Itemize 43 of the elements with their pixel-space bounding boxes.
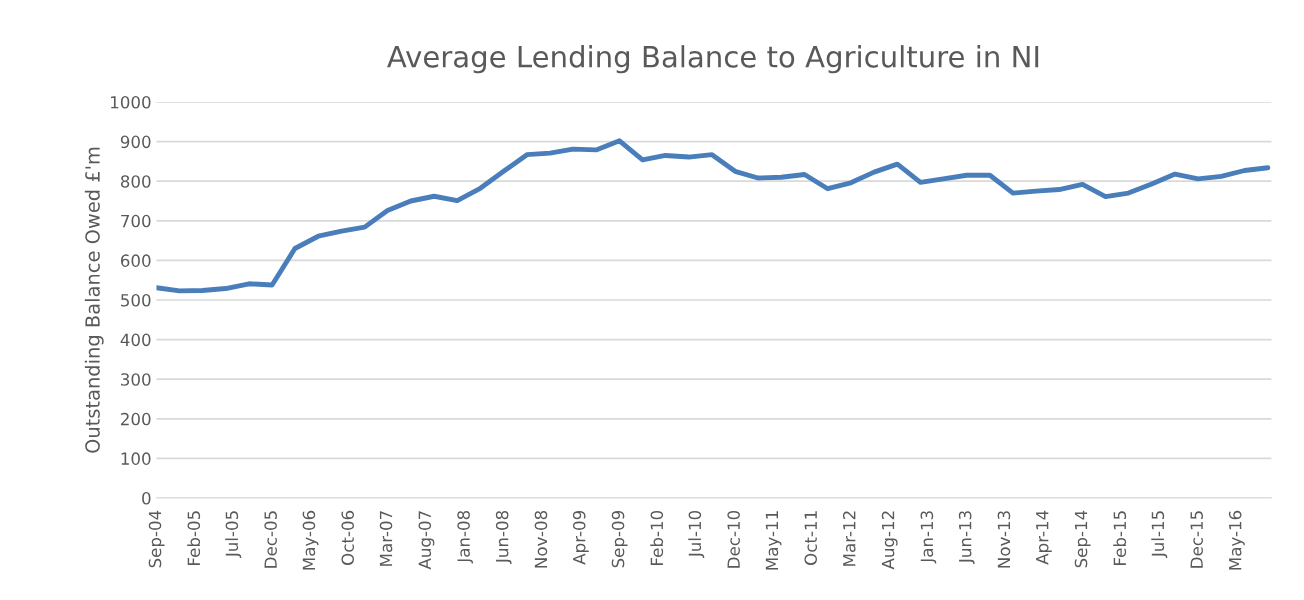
x-tick-label: Apr-14	[1036, 510, 1052, 565]
x-tick-label: Aug-07	[418, 511, 435, 570]
x-tick-label: Jul-10	[688, 510, 705, 558]
x-tick-label: May-16	[1228, 510, 1245, 570]
y-tick-label: 500	[121, 293, 151, 307]
y-tick-label: 1000	[111, 95, 151, 109]
x-tick-label: Dec-10	[727, 510, 740, 568]
x-tick-label: Jan-13	[920, 511, 937, 564]
x-tick-label: May-06	[302, 510, 319, 570]
x-tick-label: Nov-08	[534, 510, 548, 568]
y-tick-label: 400	[120, 333, 151, 347]
chart-title: Average Lending Balance to Agriculture in NI	[387, 45, 1039, 74]
x-tick-label: Dec-05	[264, 511, 277, 568]
x-tick-label: May-11	[765, 511, 782, 570]
x-tick-label: Feb-05	[187, 511, 201, 565]
line-series	[156, 138, 1271, 294]
x-tick-label: Jun-08	[495, 510, 512, 564]
y-tick-label: 700	[121, 214, 151, 228]
x-tick-label: Oct-11	[804, 511, 818, 565]
y-tick-label: 600	[120, 254, 151, 267]
y-tick-label: 800	[120, 175, 151, 188]
x-tick-label: Feb-15	[1113, 511, 1127, 565]
x-tick-label: Aug-12	[881, 511, 898, 570]
x-tick-label: Apr-09	[572, 510, 589, 565]
x-tick-label: Feb-10	[650, 510, 664, 565]
x-tick-label: Oct-06	[341, 510, 355, 565]
x-tick-label: Mar-07	[379, 511, 393, 566]
x-tick-label: Sep-14	[1074, 510, 1091, 568]
x-tick-label: Nov-13	[997, 511, 1011, 568]
y-tick-label: 200	[121, 412, 151, 426]
y-tick-label: 900	[120, 135, 151, 149]
x-tick-label: Sep-09	[611, 510, 628, 568]
x-tick-label: Jul-05	[225, 511, 242, 558]
x-tick-label: Jul-15	[1151, 511, 1168, 558]
x-tick-label: Mar-12	[842, 511, 856, 566]
y-axis-title: Outstanding Balance Owed £'m	[84, 147, 104, 453]
x-tick-label: Sep-04	[148, 510, 165, 568]
x-tick-label: Dec-15	[1190, 511, 1203, 568]
y-tick-label: 0	[142, 491, 151, 505]
y-tick-label: 300	[121, 373, 151, 386]
x-tick-label: Jan-08	[457, 510, 473, 564]
x-tick-label: Jun-13	[958, 511, 975, 564]
y-tick-label: 100	[121, 452, 151, 465]
